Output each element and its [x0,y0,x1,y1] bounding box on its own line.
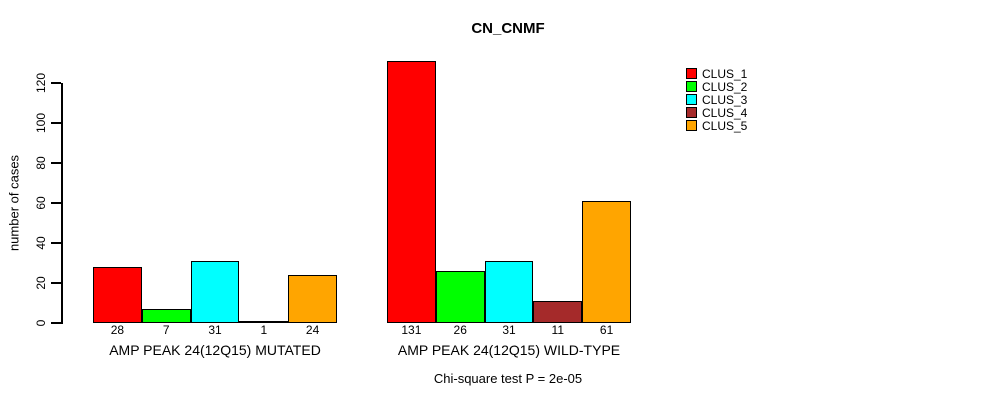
x-axis-group-label: AMP PEAK 24(12Q15) MUTATED [109,342,321,358]
legend-swatch [686,68,697,79]
bar-CLUS_5 [582,201,631,323]
bar-CLUS_4 [533,301,583,323]
bar-value-label: 31 [208,323,222,337]
bar-value-label: 11 [551,323,565,337]
y-tick-mark [51,202,61,204]
bar-CLUS_2 [435,271,485,323]
chi-square-footnote: Chi-square test P = 2e-05 [433,371,583,386]
y-tick-mark [51,322,61,324]
legend-swatch [686,107,697,118]
legend-label: CLUS_3 [702,92,748,107]
legend-swatch [686,81,697,92]
legend-label: CLUS_2 [702,79,748,94]
bar-CLUS_3 [190,261,240,323]
bar-value-label: 28 [110,323,125,337]
y-tick-label: 40 [34,236,48,250]
bar-value-label: 24 [305,323,320,337]
bar-CLUS_1 [387,61,436,323]
y-tick-mark [51,282,61,284]
legend-swatch [686,94,697,105]
bar-value-label: 26 [453,323,467,337]
y-axis-line [61,83,63,324]
y-tick-mark [51,162,61,164]
y-tick-label: 60 [34,196,48,210]
y-tick-label: 20 [34,276,48,290]
x-axis-group-label: AMP PEAK 24(12Q15) WILD-TYPE [397,342,621,358]
y-tick-mark [51,82,61,84]
y-axis-label: number of cases [6,154,22,252]
bar-CLUS_3 [484,261,534,323]
legend-swatch [686,120,697,131]
bar-value-label: 61 [599,323,614,337]
legend-label: CLUS_4 [702,105,748,120]
bar-value-label: 31 [502,323,516,337]
y-tick-label: 0 [34,319,48,327]
bar-CLUS_2 [141,309,191,323]
bar-value-label: 7 [162,323,170,337]
y-tick-mark [51,242,61,244]
bar-CLUS_1 [93,267,142,323]
legend-label: CLUS_5 [702,118,748,133]
legend-label: CLUS_1 [702,66,748,81]
bar-value-label: 131 [401,323,422,337]
bar-CLUS_5 [288,275,337,323]
y-tick-label: 100 [34,112,48,134]
y-tick-label: 120 [34,72,48,94]
bar-CLUS_4 [239,321,289,323]
chart-title: CN_CNMF [471,20,545,37]
bar-value-label: 1 [260,323,268,337]
y-tick-label: 80 [34,156,48,170]
y-tick-mark [51,122,61,124]
